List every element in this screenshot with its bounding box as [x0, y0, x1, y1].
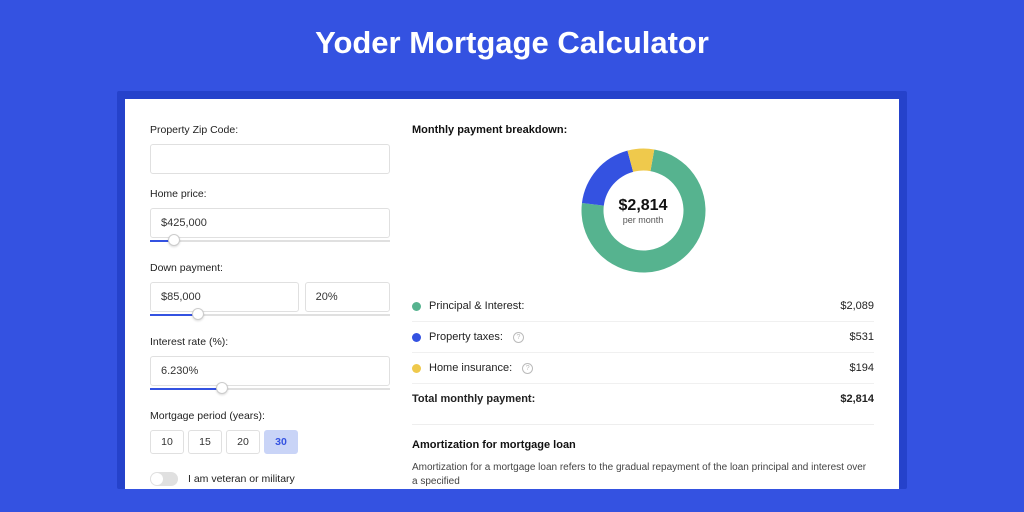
down-payment-label: Down payment:: [150, 262, 390, 274]
interest-rate-label: Interest rate (%):: [150, 336, 390, 348]
legend-value: $194: [850, 362, 874, 374]
mortgage-period-label: Mortgage period (years):: [150, 410, 390, 422]
total-value: $2,814: [840, 393, 874, 405]
info-icon[interactable]: ?: [522, 363, 533, 374]
legend-row: Home insurance:? $194: [412, 353, 874, 384]
mortgage-period-option[interactable]: 20: [226, 430, 260, 454]
interest-rate-group: Interest rate (%):: [150, 336, 390, 396]
legend-value: $531: [850, 331, 874, 343]
mortgage-period-option[interactable]: 15: [188, 430, 222, 454]
home-price-label: Home price:: [150, 188, 390, 200]
home-price-group: Home price:: [150, 188, 390, 248]
mortgage-period-option[interactable]: 10: [150, 430, 184, 454]
zip-label: Property Zip Code:: [150, 124, 390, 136]
down-payment-slider[interactable]: [150, 310, 390, 322]
total-label: Total monthly payment:: [412, 393, 535, 405]
legend-row: Principal & Interest: $2,089: [412, 291, 874, 322]
mortgage-period-group: Mortgage period (years): 10152030: [150, 410, 390, 454]
legend-value: $2,089: [840, 300, 874, 312]
page-title: Yoder Mortgage Calculator: [315, 25, 709, 61]
zip-input[interactable]: [150, 144, 390, 174]
info-icon[interactable]: ?: [513, 332, 524, 343]
veteran-toggle[interactable]: [150, 472, 178, 486]
donut-sub: per month: [619, 215, 668, 225]
calculator-card: Property Zip Code: Home price: Down paym…: [125, 99, 899, 489]
zip-group: Property Zip Code:: [150, 124, 390, 174]
legend-row: Property taxes:? $531: [412, 322, 874, 353]
legend-label: Property taxes:: [429, 331, 503, 343]
donut-center: $2,814 per month: [619, 197, 668, 225]
interest-rate-slider[interactable]: [150, 384, 390, 396]
breakdown-column: Monthly payment breakdown: $2,814 per mo…: [412, 124, 874, 489]
amortization-title: Amortization for mortgage loan: [412, 439, 874, 451]
mortgage-period-option[interactable]: 30: [264, 430, 298, 454]
slider-thumb[interactable]: [168, 234, 180, 246]
card-frame: Property Zip Code: Home price: Down paym…: [117, 91, 907, 489]
legend-dot: [412, 364, 421, 373]
mortgage-period-options: 10152030: [150, 430, 390, 454]
form-column: Property Zip Code: Home price: Down paym…: [150, 124, 390, 489]
section-divider: [412, 424, 874, 425]
veteran-row: I am veteran or military: [150, 472, 390, 486]
total-row: Total monthly payment: $2,814: [412, 384, 874, 414]
donut-amount: $2,814: [619, 197, 668, 215]
donut-chart: $2,814 per month: [412, 148, 874, 273]
legend-dot: [412, 302, 421, 311]
home-price-slider[interactable]: [150, 236, 390, 248]
legend-list: Principal & Interest: $2,089 Property taxe…: [412, 291, 874, 384]
legend-label: Principal & Interest:: [429, 300, 524, 312]
legend-label: Home insurance:: [429, 362, 512, 374]
down-payment-percent-input[interactable]: [305, 282, 390, 312]
slider-thumb[interactable]: [216, 382, 228, 394]
breakdown-title: Monthly payment breakdown:: [412, 124, 874, 136]
interest-rate-input[interactable]: [150, 356, 390, 386]
legend-dot: [412, 333, 421, 342]
down-payment-amount-input[interactable]: [150, 282, 299, 312]
home-price-input[interactable]: [150, 208, 390, 238]
slider-thumb[interactable]: [192, 308, 204, 320]
down-payment-group: Down payment:: [150, 262, 390, 322]
amortization-text: Amortization for a mortgage loan refers …: [412, 461, 874, 489]
veteran-label: I am veteran or military: [188, 473, 295, 485]
